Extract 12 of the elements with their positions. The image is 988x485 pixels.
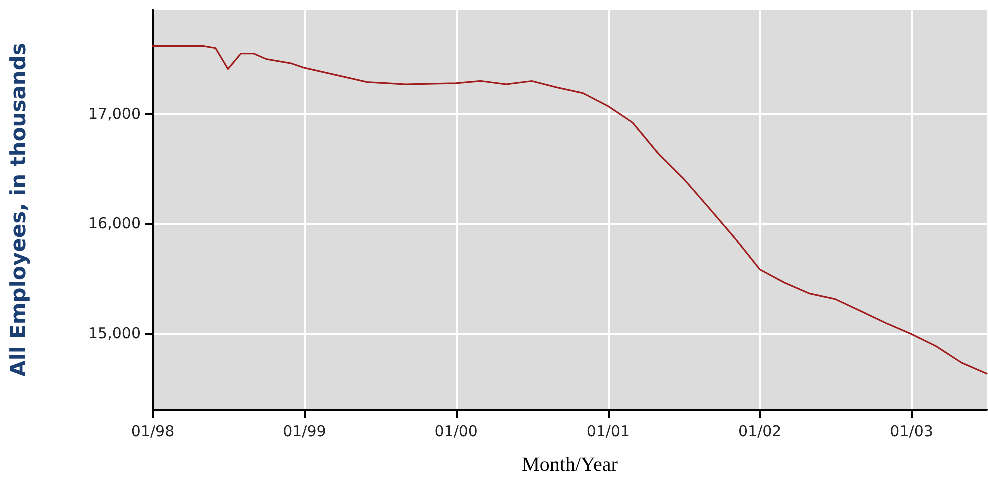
y-tick-label: 16,000 [88, 214, 141, 233]
x-tick-label: 01/98 [131, 422, 175, 440]
x-axis-title: Month/Year [522, 454, 618, 476]
x-tick-label: 01/00 [434, 422, 478, 440]
x-tick-label: 01/01 [586, 422, 630, 440]
x-tick-label: 01/02 [738, 422, 782, 440]
x-tick-label: 01/03 [890, 422, 934, 440]
x-tick-label: 01/99 [283, 422, 326, 440]
y-tick-label: 15,000 [88, 324, 141, 342]
line-series [152, 45, 988, 375]
y-axis-title: All Employees, in thousands [6, 43, 30, 377]
y-tick-label: 17,000 [88, 105, 141, 124]
